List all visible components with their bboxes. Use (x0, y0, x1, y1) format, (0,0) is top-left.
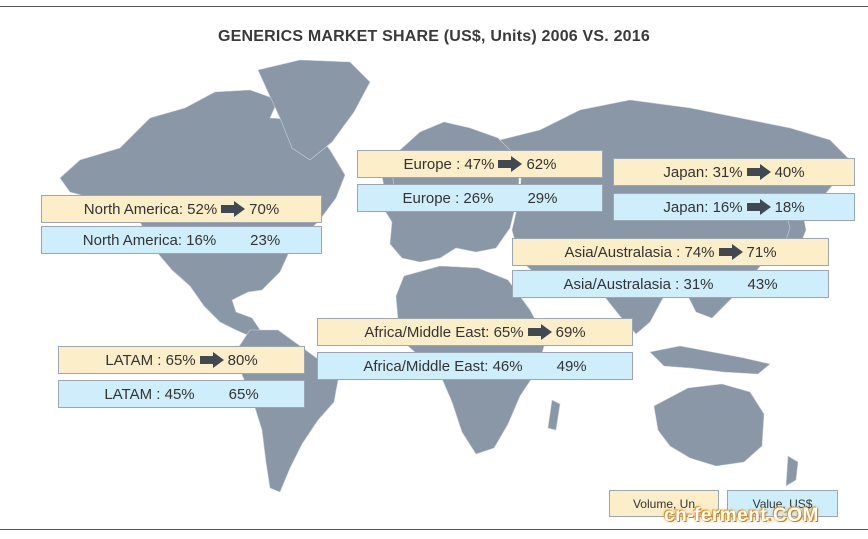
asia-australasia-value-2016: 43% (747, 275, 778, 293)
europe-value-label: Europe : 26% (402, 189, 494, 207)
europe-volume-label: Europe : 47% (403, 155, 495, 173)
japan-volume-2016: 40% (774, 163, 805, 181)
asia-australasia-value-label: Asia/Australasia : 31% (563, 275, 714, 293)
latam-volume-2016: 80% (227, 351, 258, 369)
watermark-text: cn-ferment (664, 505, 768, 526)
africa-middle-east-value-box: Africa/Middle East: 46% 49% (317, 352, 633, 380)
indonesia-landmass (649, 345, 771, 375)
arrow-right-icon (746, 164, 771, 180)
latam-volume-label: LATAM : 65% (105, 351, 196, 369)
north-america-value-label: North America: 16% (82, 231, 217, 249)
north-america-volume-label: North America: 52% (83, 200, 218, 218)
latam-value-label: LATAM : 45% (104, 385, 195, 403)
africa-middle-east-value-label: Africa/Middle East: 46% (363, 357, 523, 375)
arrow-right-icon (498, 156, 523, 172)
north-america-volume-2016: 70% (249, 200, 280, 218)
north-america-value-2016: 23% (250, 231, 281, 249)
watermark-suffix: COM (772, 505, 819, 526)
europe-value-2016: 29% (527, 189, 558, 207)
europe-volume-box: Europe : 47% 62% (357, 150, 603, 178)
asia-australasia-value-box: Asia/Australasia : 31% 43% (512, 270, 829, 298)
legend-volume-label: Volume, Un (632, 496, 696, 511)
latam-value-box: LATAM : 45% 65% (58, 380, 305, 408)
page-title: GENERICS MARKET SHARE (US$, Units) 2006 … (218, 28, 650, 45)
legend-value-label: Value, US$ (752, 496, 813, 511)
latam-volume-box: LATAM : 65% 80% (58, 346, 305, 374)
arrow-right-icon (746, 199, 771, 215)
arrow-right-icon (221, 201, 246, 217)
japan-value-2016: 18% (774, 198, 805, 216)
asia-australasia-volume-label: Asia/Australasia : 74% (564, 243, 715, 261)
bottom-rule (0, 529, 868, 530)
africa-middle-east-volume-2016: 69% (555, 323, 586, 341)
japan-value-box: Japan: 16% 18% (613, 193, 855, 221)
greenland-landmass (257, 59, 371, 161)
arrow-right-icon (718, 244, 743, 260)
asia-australasia-volume-box: Asia/Australasia : 74% 71% (512, 238, 829, 266)
africa-middle-east-value-2016: 49% (556, 357, 587, 375)
new-zealand-landmass (785, 455, 799, 487)
japan-volume-label: Japan: 31% (663, 163, 743, 181)
arrow-right-icon (199, 352, 224, 368)
africa-middle-east-volume-box: Africa/Middle East: 65% 69% (317, 318, 633, 346)
watermark-dot: . (767, 505, 773, 526)
japan-volume-box: Japan: 31% 40% (613, 158, 855, 186)
north-america-value-box: North America: 16% 23% (41, 226, 322, 254)
australia-landmass (653, 383, 765, 467)
japan-value-label: Japan: 16% (663, 198, 743, 216)
asia-australasia-volume-2016: 71% (746, 243, 777, 261)
madagascar-landmass (547, 399, 561, 431)
latam-value-2016: 65% (228, 385, 259, 403)
europe-volume-2016: 62% (526, 155, 557, 173)
arrow-right-icon (527, 324, 552, 340)
legend-value: Value, US$ (727, 490, 838, 517)
top-rule (0, 6, 868, 7)
europe-value-box: Europe : 26% 29% (357, 184, 603, 212)
north-america-volume-box: North America: 52% 70% (41, 195, 322, 223)
legend-volume: Volume, Un (609, 490, 719, 517)
watermark: cn-ferment.COM (664, 505, 819, 527)
africa-middle-east-volume-label: Africa/Middle East: 65% (364, 323, 524, 341)
